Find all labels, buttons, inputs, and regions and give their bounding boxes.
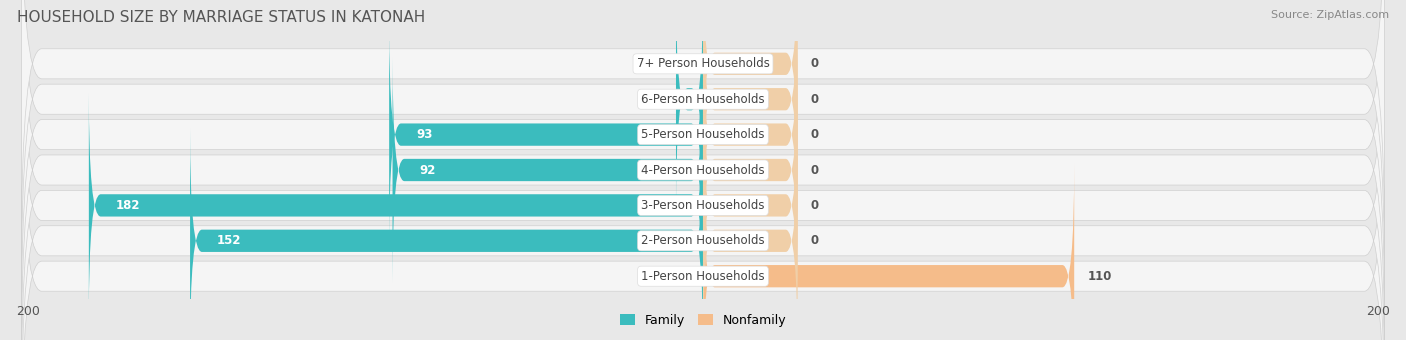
FancyBboxPatch shape [703,128,797,340]
FancyBboxPatch shape [703,57,797,283]
FancyBboxPatch shape [392,57,703,283]
FancyBboxPatch shape [21,0,1385,296]
Text: 0: 0 [811,234,820,247]
Text: 110: 110 [1088,270,1112,283]
FancyBboxPatch shape [389,22,703,247]
Text: 0: 0 [682,57,689,70]
FancyBboxPatch shape [89,93,703,318]
FancyBboxPatch shape [21,0,1385,332]
Text: 93: 93 [416,128,433,141]
FancyBboxPatch shape [21,44,1385,340]
Text: 3-Person Households: 3-Person Households [641,199,765,212]
Text: 0: 0 [811,128,820,141]
FancyBboxPatch shape [21,8,1385,340]
FancyBboxPatch shape [676,0,703,212]
Text: 182: 182 [115,199,141,212]
FancyBboxPatch shape [21,79,1385,340]
Text: 5-Person Households: 5-Person Households [641,128,765,141]
Text: 7+ Person Households: 7+ Person Households [637,57,769,70]
Text: HOUSEHOLD SIZE BY MARRIAGE STATUS IN KATONAH: HOUSEHOLD SIZE BY MARRIAGE STATUS IN KAT… [17,10,425,25]
FancyBboxPatch shape [703,164,1074,340]
Text: 8: 8 [654,93,662,106]
Text: 6-Person Households: 6-Person Households [641,93,765,106]
Text: 0: 0 [811,199,820,212]
FancyBboxPatch shape [703,0,797,176]
Text: 0: 0 [811,57,820,70]
Text: 0: 0 [682,270,689,283]
FancyBboxPatch shape [21,0,1385,261]
Text: 152: 152 [217,234,242,247]
FancyBboxPatch shape [703,22,797,247]
FancyBboxPatch shape [21,0,1385,340]
Text: 4-Person Households: 4-Person Households [641,164,765,176]
Text: 1-Person Households: 1-Person Households [641,270,765,283]
FancyBboxPatch shape [703,0,797,212]
Text: 92: 92 [419,164,436,176]
FancyBboxPatch shape [190,128,703,340]
Text: 2-Person Households: 2-Person Households [641,234,765,247]
Text: Source: ZipAtlas.com: Source: ZipAtlas.com [1271,10,1389,20]
FancyBboxPatch shape [703,93,797,318]
Text: 0: 0 [811,164,820,176]
Text: 0: 0 [811,93,820,106]
Legend: Family, Nonfamily: Family, Nonfamily [614,309,792,332]
